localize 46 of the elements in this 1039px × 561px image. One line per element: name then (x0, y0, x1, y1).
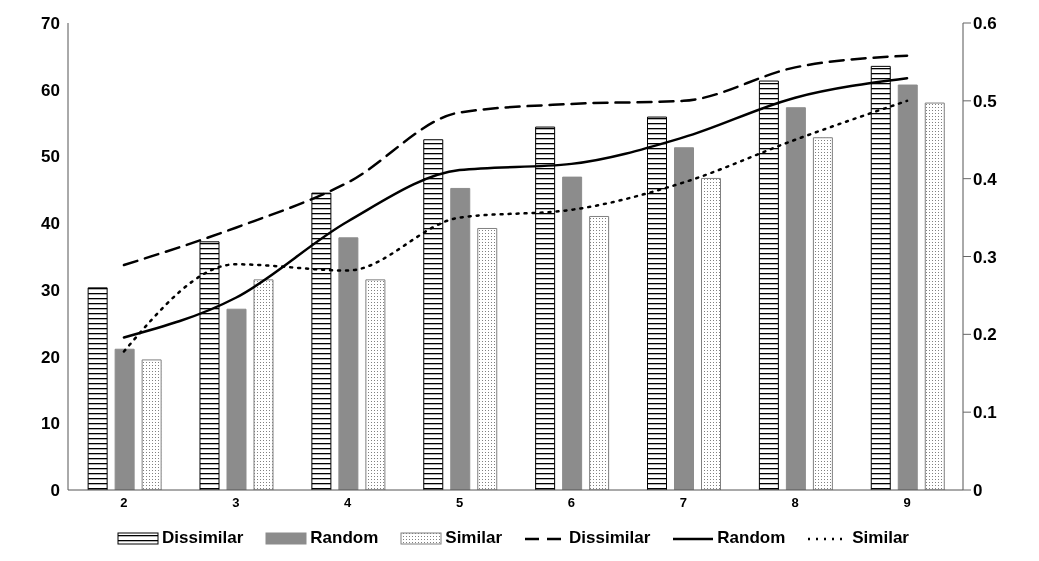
legend-label: Dissimilar (569, 528, 651, 548)
bar (226, 308, 247, 490)
bar (114, 348, 135, 490)
bar (897, 84, 918, 490)
y2-tick-label: 0.1 (973, 403, 997, 423)
x-tick-label: 6 (567, 495, 576, 511)
bar (562, 176, 583, 490)
legend-label: Random (310, 528, 379, 548)
y-tick-label: 20 (41, 347, 60, 367)
bar (812, 137, 833, 490)
y2-tick-label: 0.6 (973, 14, 997, 34)
y-tick-label: 10 (41, 414, 60, 434)
bar (253, 279, 274, 490)
y-tick-label: 50 (41, 147, 60, 167)
legend-label: Random (717, 528, 786, 548)
legend-label: Dissimilar (162, 528, 244, 548)
x-tick-label: 8 (791, 495, 799, 511)
x-tick-label: 5 (455, 495, 464, 511)
bar (674, 147, 695, 490)
y2-tick-label: 0.5 (973, 91, 997, 111)
bar (141, 359, 162, 490)
x-tick-label: 3 (232, 495, 240, 511)
bar (924, 102, 945, 490)
legend-label: Similar (852, 528, 909, 548)
bar (477, 227, 498, 490)
bar (338, 237, 359, 490)
y2-tick-label: 0.4 (973, 169, 998, 189)
x-tick-label: 4 (344, 495, 353, 511)
y-tick-label: 40 (41, 214, 60, 234)
bar (701, 177, 722, 490)
bar (87, 287, 108, 490)
legend-label: Similar (445, 528, 502, 548)
y2-tick-label: 0.3 (973, 247, 997, 267)
y-tick-label: 30 (41, 280, 60, 300)
y-tick-label: 70 (41, 14, 60, 34)
bar (785, 107, 806, 490)
y-tick-label: 0 (50, 481, 60, 501)
x-tick-label: 2 (120, 495, 128, 511)
y2-tick-label: 0.2 (973, 325, 997, 345)
y2-tick-label: 0 (973, 481, 983, 501)
x-tick-label: 9 (903, 495, 911, 511)
y-tick-label: 60 (41, 80, 60, 100)
bar (589, 215, 610, 490)
bar (365, 279, 386, 490)
bar (450, 187, 471, 490)
x-tick-label: 7 (679, 495, 687, 511)
